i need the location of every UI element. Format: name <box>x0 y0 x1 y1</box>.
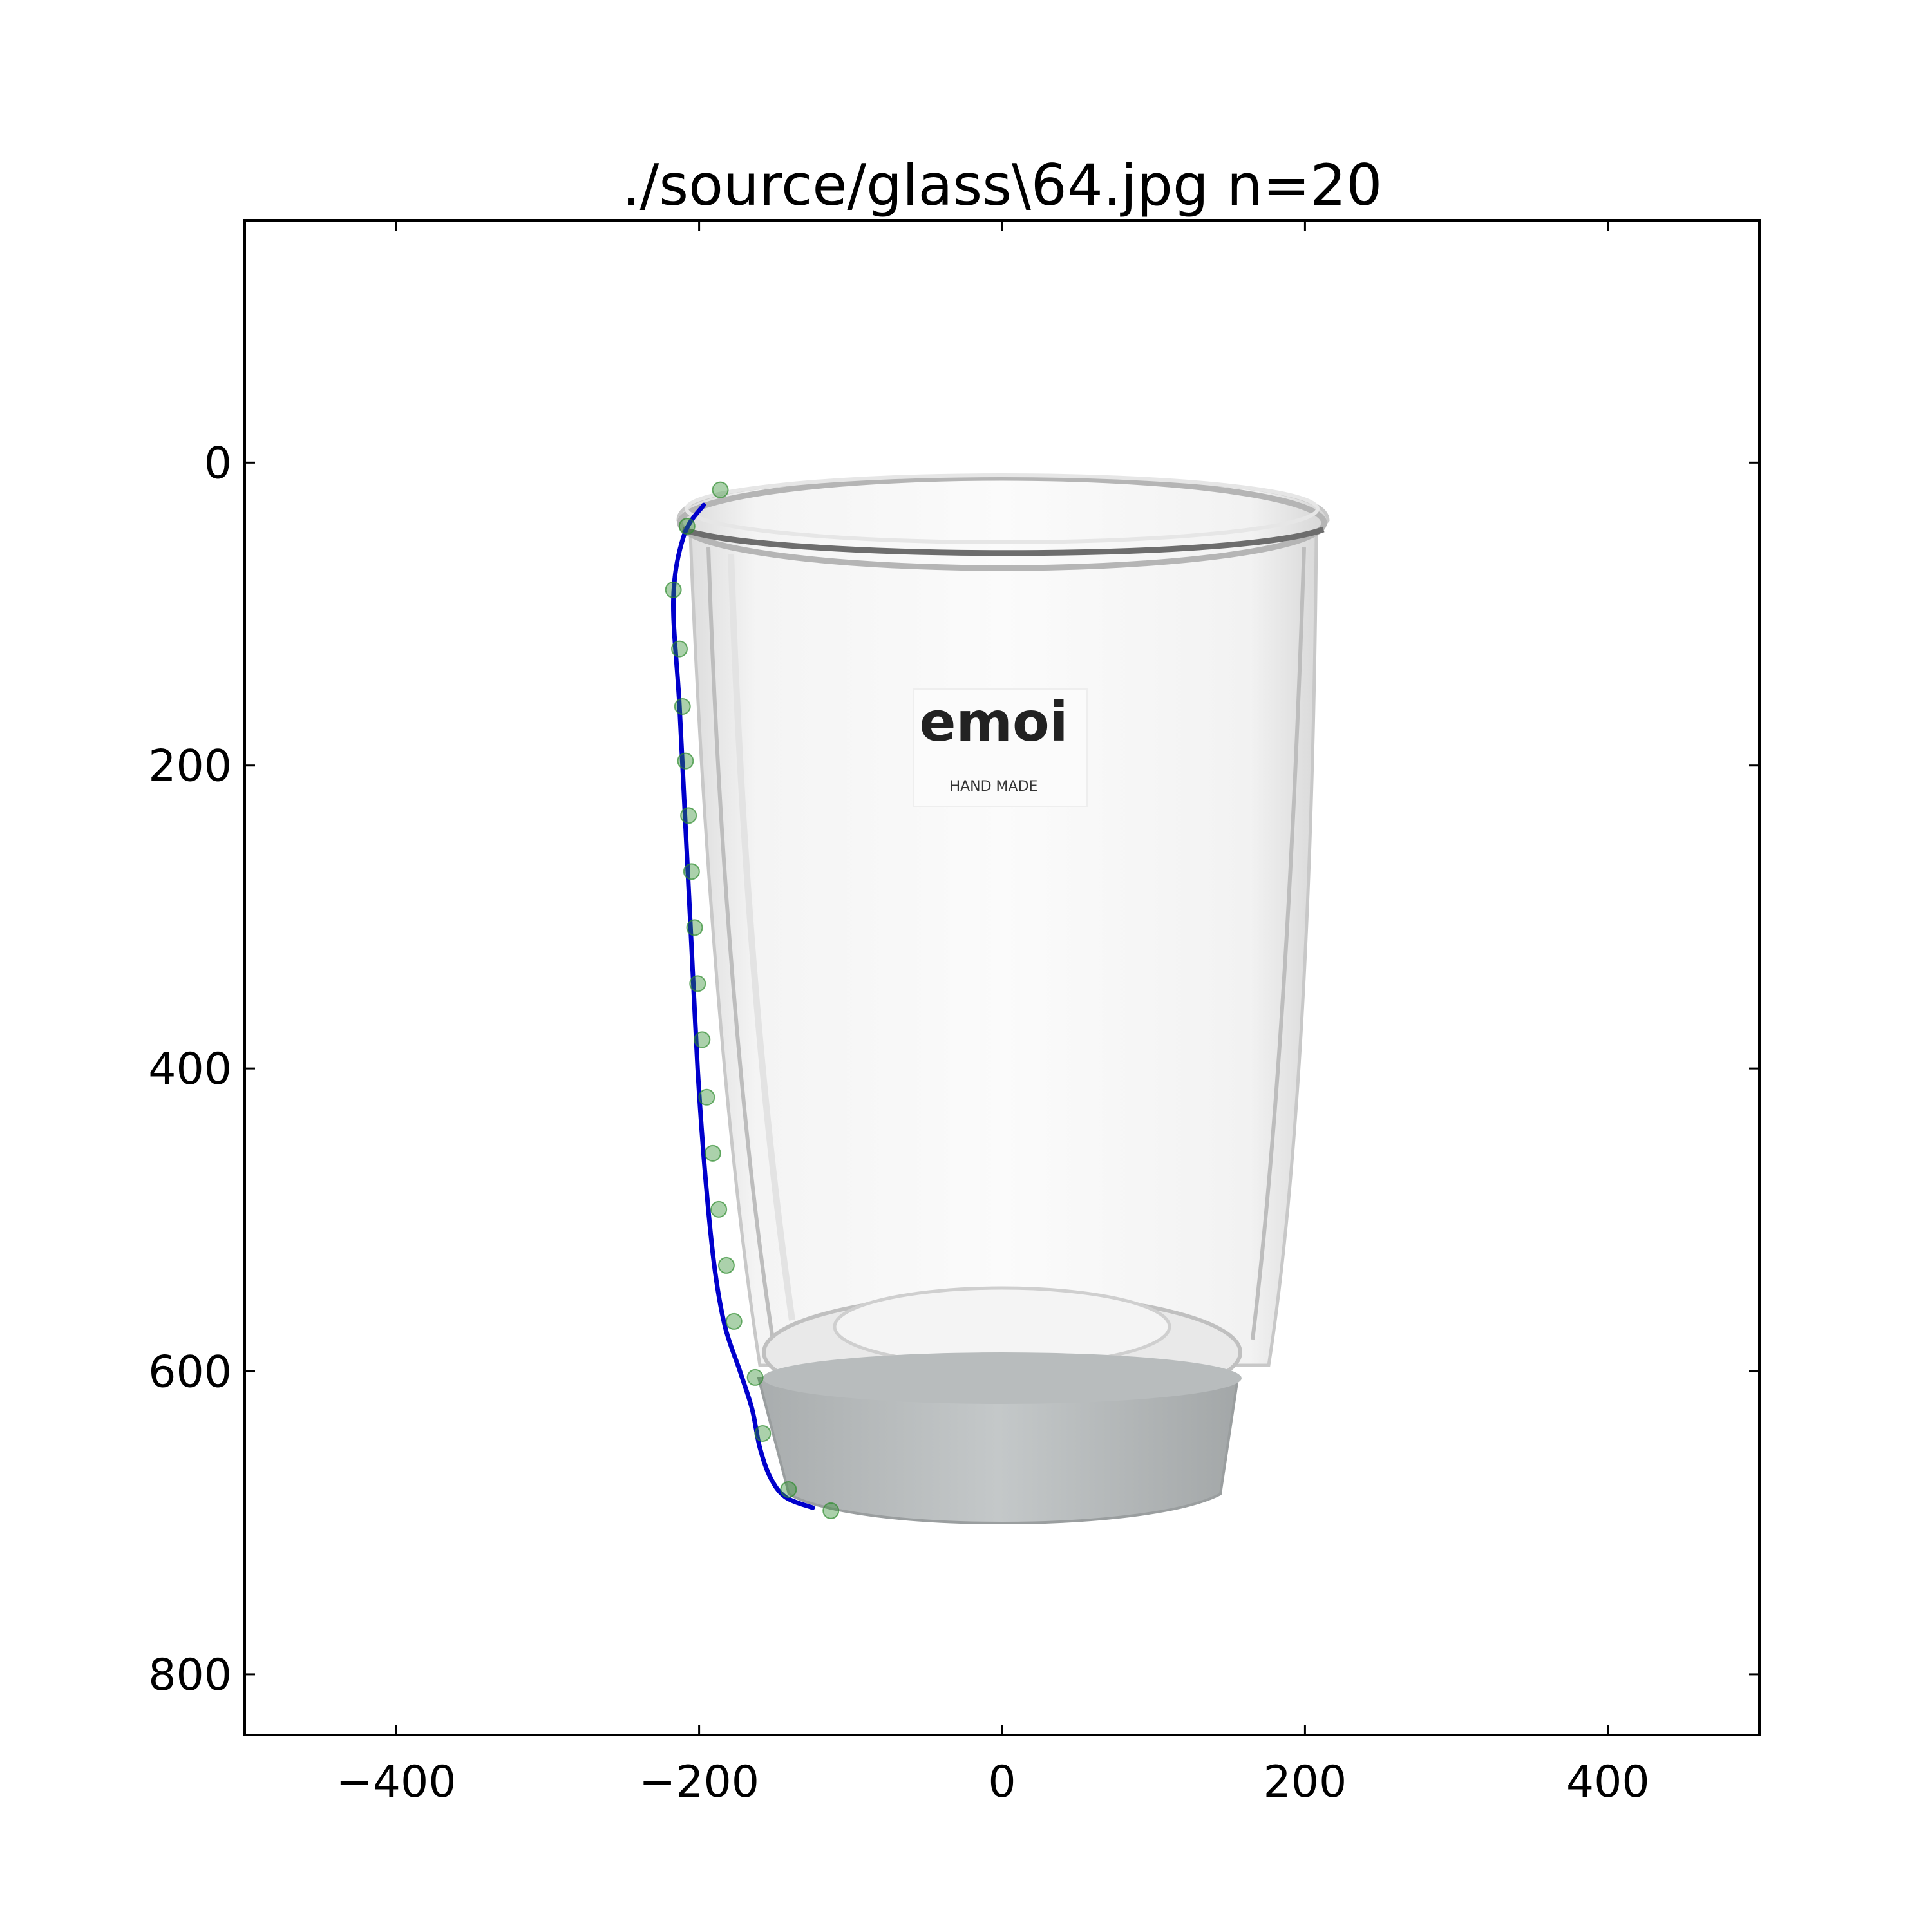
x-tick-label: 200 <box>1264 1757 1347 1808</box>
control-point <box>780 1481 797 1498</box>
x-tick-label: 0 <box>988 1757 1016 1808</box>
control-point <box>683 863 700 880</box>
control-point <box>754 1425 772 1442</box>
y-tick-label: 400 <box>148 1044 232 1095</box>
y-tick-label: 600 <box>148 1347 232 1398</box>
tick-labels: −400 −200 0 200 400 0 200 400 600 800 <box>148 438 1649 1808</box>
control-point <box>712 481 729 498</box>
y-tick-label: 800 <box>148 1650 232 1701</box>
x-tick-label: −400 <box>336 1757 457 1808</box>
control-point <box>680 807 697 824</box>
control-point <box>822 1502 840 1519</box>
points-layer <box>665 481 840 1519</box>
control-point <box>746 1368 764 1386</box>
x-tick-label: −200 <box>639 1757 759 1808</box>
x-tick-label: 400 <box>1566 1757 1650 1808</box>
control-point <box>689 975 706 992</box>
control-point <box>674 697 691 715</box>
chart-title: ./source/glass\64.jpg n=20 <box>622 152 1383 218</box>
control-point <box>704 1144 721 1162</box>
control-point <box>717 1256 735 1274</box>
logo-subtext: HAND MADE <box>950 779 1038 795</box>
ticks-layer <box>245 220 1759 1735</box>
control-point <box>686 919 703 936</box>
control-point <box>725 1312 743 1330</box>
control-point <box>671 640 688 658</box>
control-point <box>694 1031 711 1048</box>
control-point <box>678 518 696 535</box>
glass-photo: emoi HAND MADE <box>676 473 1330 1524</box>
y-tick-label: 200 <box>148 741 232 792</box>
control-point <box>710 1200 728 1218</box>
control-point <box>665 581 682 598</box>
control-point <box>698 1088 715 1106</box>
control-point <box>677 752 694 770</box>
logo-text: emoi <box>920 690 1068 753</box>
y-tick-label: 0 <box>204 438 232 489</box>
